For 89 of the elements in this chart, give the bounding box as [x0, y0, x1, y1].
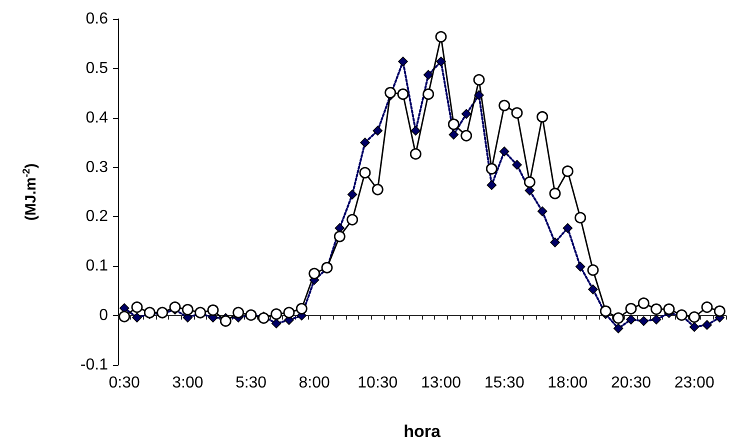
point [473, 74, 485, 86]
point [436, 56, 446, 66]
point [334, 230, 346, 242]
point [486, 180, 497, 190]
point [397, 88, 409, 100]
x-tick-label: 8:00 [298, 374, 330, 392]
point [422, 88, 434, 100]
y-tick-label: 0.3 [86, 158, 108, 176]
point [600, 305, 612, 317]
point [650, 303, 662, 315]
point [423, 70, 434, 80]
point [360, 138, 370, 148]
point [474, 90, 484, 100]
point [549, 188, 561, 200]
y-tick-label: 0.6 [86, 10, 108, 28]
x-tick-label: 18:00 [548, 374, 588, 392]
point [638, 297, 650, 309]
point [435, 31, 447, 43]
point [372, 184, 384, 196]
point [574, 212, 586, 224]
y-tick-label: 0.2 [86, 208, 108, 226]
point [689, 322, 700, 332]
point [587, 264, 599, 276]
y-tick-label: -0.1 [80, 356, 108, 374]
y-axis-title: (MJ.m-2) [22, 163, 40, 221]
point [613, 324, 624, 334]
point [359, 166, 371, 178]
point [271, 318, 282, 328]
point [144, 306, 156, 318]
point [410, 126, 421, 136]
point [701, 301, 713, 313]
x-axis-title: hora [404, 422, 441, 441]
point [498, 100, 510, 112]
point [372, 126, 383, 136]
y-tick-label: 0 [99, 307, 108, 324]
point [118, 310, 130, 322]
x-tick-label: 3:00 [172, 374, 204, 392]
point [499, 146, 510, 156]
point [651, 314, 662, 324]
point [626, 314, 636, 324]
point [550, 238, 560, 248]
point [334, 223, 345, 233]
x-tick-label: 5:30 [235, 374, 267, 392]
point [638, 316, 649, 326]
x-tick-label: 15:30 [484, 374, 524, 392]
point [283, 306, 295, 318]
point [537, 206, 548, 216]
x-tick-label: 13:00 [420, 374, 462, 392]
point [486, 163, 498, 175]
point [663, 303, 675, 315]
point [410, 148, 422, 160]
point [448, 130, 459, 140]
point [347, 190, 358, 200]
point [131, 301, 143, 313]
point [220, 315, 232, 327]
point [524, 176, 536, 188]
point [308, 268, 320, 280]
point [296, 302, 308, 314]
y-tick-label: 0.5 [86, 60, 108, 77]
y-tick-label: 0.1 [86, 258, 108, 275]
point [625, 302, 637, 314]
x-tick-label: 20:30 [610, 374, 652, 392]
point [207, 304, 219, 316]
point [714, 305, 726, 317]
point [575, 262, 586, 272]
point [169, 301, 181, 313]
point [182, 304, 194, 316]
point [536, 111, 548, 123]
point [232, 306, 244, 318]
point [448, 118, 460, 130]
point [384, 86, 396, 98]
point [588, 284, 598, 294]
point [562, 165, 574, 177]
point [461, 109, 472, 119]
x-tick-label: 23:00 [674, 374, 714, 392]
point [562, 223, 573, 233]
point [702, 320, 712, 330]
point [511, 107, 523, 119]
x-tick-label: 0:30 [108, 374, 140, 392]
y-tick-label: 0.4 [86, 109, 108, 126]
point [512, 160, 522, 170]
point [270, 308, 282, 320]
point [398, 56, 408, 66]
point [688, 311, 700, 323]
point [346, 214, 358, 226]
x-tick-label: 10:30 [358, 374, 398, 392]
point [460, 130, 472, 142]
point [132, 312, 142, 322]
point [612, 312, 624, 324]
